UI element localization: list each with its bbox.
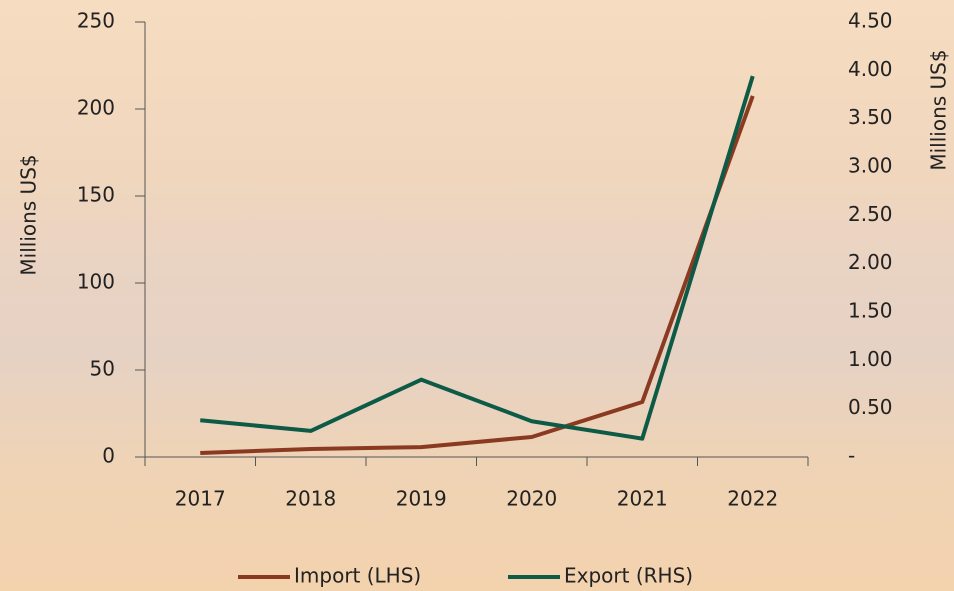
y2-tick-label: 2.50 bbox=[848, 202, 893, 226]
y-tick-label: 200 bbox=[77, 96, 115, 120]
y-tick-label: 0 bbox=[102, 444, 115, 468]
chart-background: Millions US$ Millions US$ 0 50 100 150 200 25… bbox=[0, 0, 954, 591]
x-tick-label: 2020 bbox=[506, 487, 557, 511]
y-tick-label: 100 bbox=[77, 270, 115, 294]
y2-tick-label: 2.00 bbox=[848, 250, 893, 274]
y-tick-label: 50 bbox=[90, 357, 115, 381]
y-axis-label: Millions US$ bbox=[17, 154, 41, 275]
x-tick-label: 2021 bbox=[617, 487, 668, 511]
y2-axis-label: Millions US$ bbox=[927, 49, 951, 170]
legend-label: Import (LHS) bbox=[294, 564, 421, 588]
y-tick-label: 150 bbox=[77, 183, 115, 207]
x-tick-label: 2019 bbox=[396, 487, 447, 511]
y2-tick-label: 1.50 bbox=[848, 299, 893, 323]
x-tick-label: 2018 bbox=[285, 487, 336, 511]
chart: Millions US$ Millions US$ 0 50 100 150 200 25… bbox=[0, 0, 954, 591]
x-tick-label: 2022 bbox=[727, 487, 778, 511]
y2-tick-label: - bbox=[848, 444, 855, 468]
y2-tick-label: 1.00 bbox=[848, 347, 893, 371]
x-tick-label: 2017 bbox=[175, 487, 226, 511]
y2-tick-label: 4.50 bbox=[848, 9, 893, 33]
legend-label: Export (RHS) bbox=[564, 564, 693, 588]
y2-tick-label: 3.50 bbox=[848, 105, 893, 129]
y2-tick-label: 3.00 bbox=[848, 154, 893, 178]
y-tick-label: 250 bbox=[77, 9, 115, 33]
y2-tick-label: 4.00 bbox=[848, 57, 893, 81]
data-line bbox=[200, 76, 753, 439]
y2-tick-label: 0.50 bbox=[848, 395, 893, 419]
